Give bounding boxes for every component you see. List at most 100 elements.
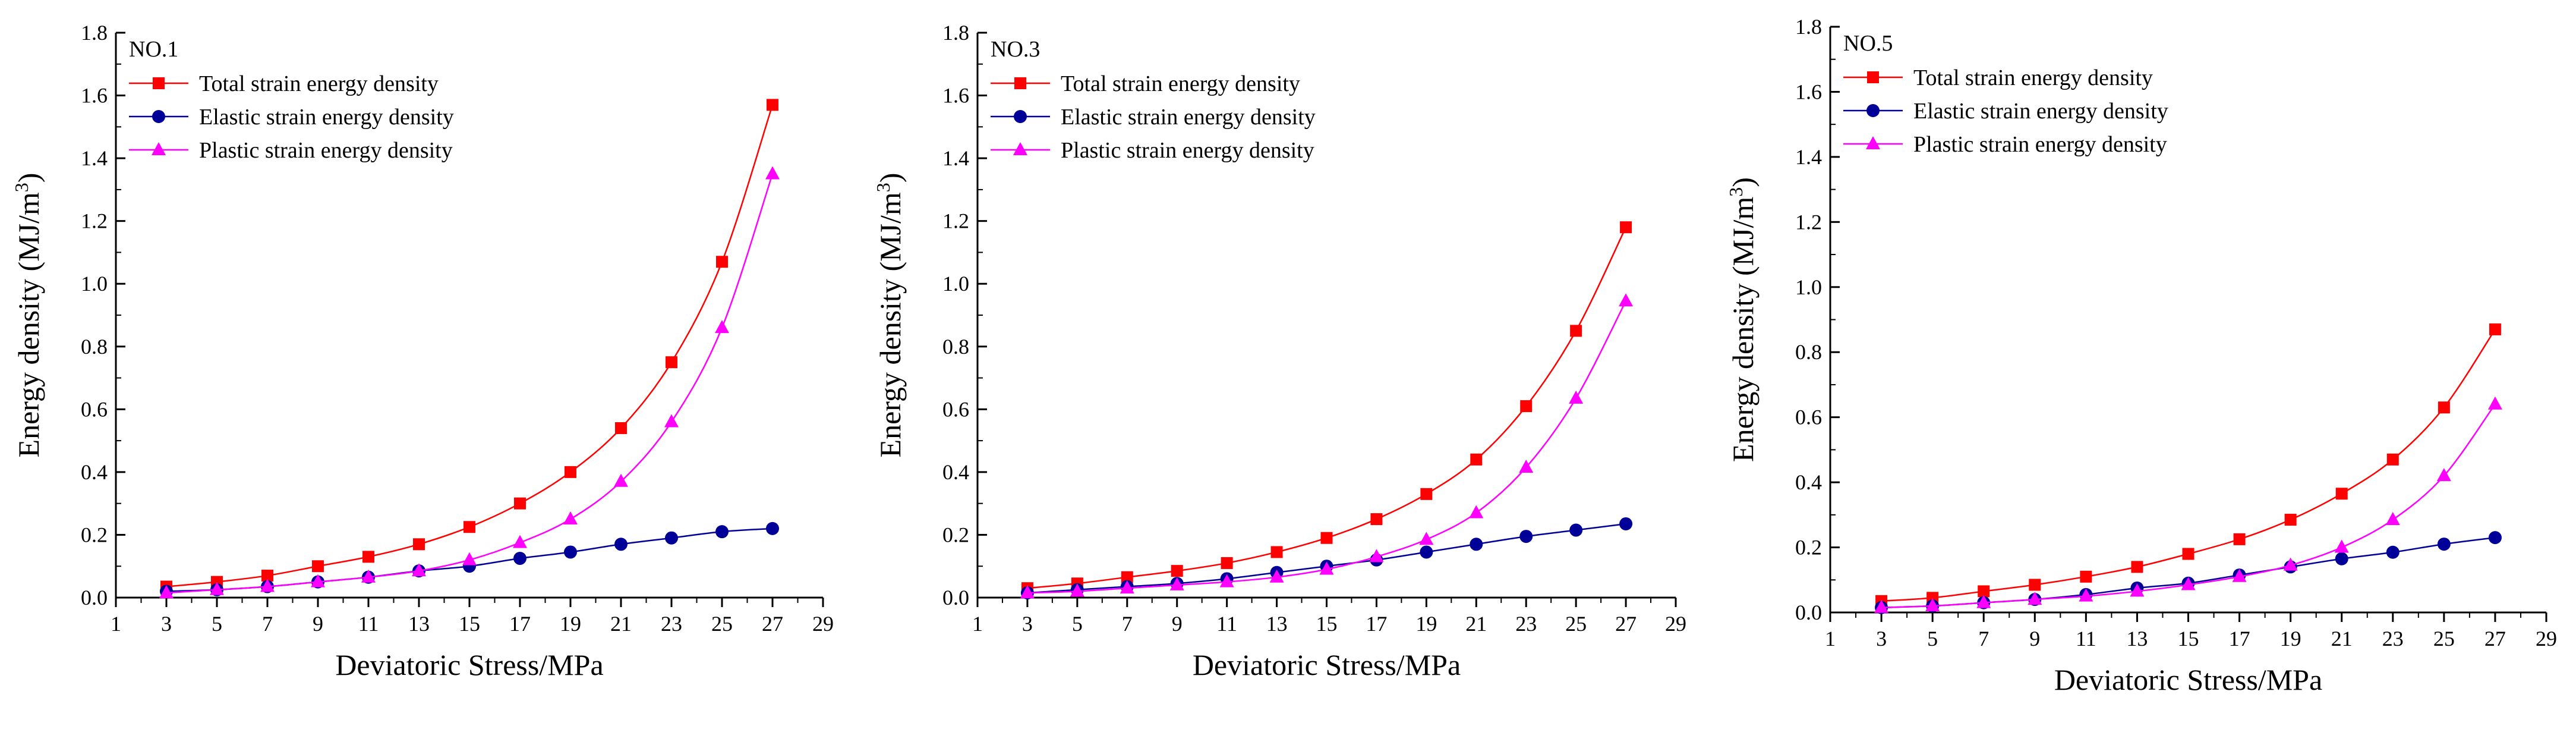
x-tick-label: 15	[459, 612, 480, 636]
legend-marker-elastic	[1866, 104, 1880, 117]
series-line-plastic	[166, 174, 774, 594]
data-point-total	[716, 256, 728, 268]
data-point-plastic	[1569, 390, 1584, 404]
data-point-plastic	[715, 320, 729, 334]
data-point-total	[2080, 570, 2092, 583]
x-tick-label: 27	[1615, 612, 1637, 636]
series-total	[1875, 323, 2501, 607]
data-point-total	[261, 570, 273, 582]
legend-marker-elastic	[152, 110, 165, 123]
x-tick-label: 11	[2076, 627, 2096, 651]
data-point-plastic	[159, 585, 174, 599]
x-tick-label: 7	[262, 612, 273, 636]
data-point-plastic	[2334, 539, 2349, 553]
y-tick-label: 1.2	[1795, 210, 1822, 234]
data-point-elastic	[715, 525, 729, 539]
series-elastic	[1875, 531, 2502, 614]
data-point-plastic	[412, 563, 426, 577]
y-tick-label: 1.8	[1795, 15, 1822, 39]
y-tick-label: 0.2	[942, 523, 969, 546]
data-point-plastic	[1874, 599, 1889, 613]
legend-label-elastic: Elastic strain energy density	[1913, 99, 2168, 124]
y-tick-label: 0.6	[942, 397, 969, 421]
x-tick-label: 25	[2433, 627, 2455, 651]
x-tick-label: 15	[2178, 627, 2199, 651]
legend-marker-total	[1014, 77, 1026, 89]
y-tick-label: 0.8	[942, 335, 969, 359]
x-axis-title: Deviatoric Stress/MPa	[335, 648, 603, 681]
data-point-total	[565, 466, 576, 478]
data-point-total	[1171, 565, 1183, 577]
x-tick-label: 13	[408, 612, 430, 636]
series-line-total	[166, 105, 774, 587]
series-plastic	[1020, 293, 1634, 599]
legend-label-elastic: Elastic strain energy density	[1061, 105, 1316, 130]
y-tick-label: 1.8	[942, 21, 969, 45]
legend-marker-plastic	[1013, 142, 1027, 155]
y-axis-title: Energy density (MJ/m3)	[1725, 177, 1760, 462]
legend-marker-total	[153, 77, 165, 89]
data-point-total	[2029, 579, 2041, 591]
legend-label-total: Total strain energy density	[199, 71, 439, 96]
data-point-total	[2284, 514, 2297, 526]
data-point-plastic	[1219, 574, 1234, 587]
y-tick-label: 0.2	[1795, 536, 1822, 560]
legend-label-plastic: Plastic strain energy density	[1913, 132, 2167, 157]
data-point-plastic	[1925, 598, 1940, 612]
legend-marker-elastic	[1014, 110, 1027, 123]
data-point-plastic	[2385, 512, 2400, 526]
x-tick-label: 19	[1415, 612, 1437, 636]
data-point-elastic	[1619, 517, 1633, 530]
y-tick-label: 0.8	[81, 335, 108, 359]
legend-label-plastic: Plastic strain energy density	[1061, 138, 1314, 163]
chart-panel-3: 0.00.20.40.60.81.01.21.41.61.81 3 5 7 9 11 13 1…	[1725, 15, 2557, 696]
data-point-elastic	[2437, 538, 2451, 551]
data-point-plastic	[2079, 588, 2093, 602]
series-plastic	[1874, 396, 2502, 613]
x-tick-label: 29	[812, 612, 834, 636]
y-axis-title-superscript: 3	[11, 183, 32, 192]
chart-panel-1: 0.00.20.40.60.81.01.21.41.61.81 3 5 7 9 11 13 1…	[11, 21, 834, 681]
x-tick-label: 3	[1876, 627, 1887, 651]
x-tick-label: 5	[1072, 612, 1083, 636]
x-tick-label: 25	[1565, 612, 1587, 636]
data-point-elastic	[1470, 538, 1483, 551]
data-point-total	[1221, 557, 1233, 569]
y-tick-label: 1.8	[81, 21, 108, 45]
data-point-plastic	[664, 414, 679, 428]
legend-marker-plastic	[152, 142, 166, 155]
data-point-total	[1370, 513, 1383, 526]
x-tick-label: 13	[2126, 627, 2148, 651]
y-tick-label: 1.4	[81, 146, 108, 170]
y-axis-title-close: )	[12, 173, 45, 183]
data-point-total	[1978, 585, 1990, 598]
y-axis-title-main: Energy density (MJ/m	[874, 192, 907, 457]
legend-label-plastic: Plastic strain energy density	[199, 138, 453, 163]
series-total	[1021, 221, 1632, 595]
y-axis-title-superscript: 3	[872, 183, 894, 192]
data-point-plastic	[1976, 595, 1991, 608]
data-point-elastic	[766, 521, 779, 535]
y-tick-label: 0.8	[1795, 340, 1822, 364]
y-tick-label: 1.0	[1795, 275, 1822, 299]
data-point-plastic	[462, 552, 477, 565]
x-tick-label: 3	[161, 612, 172, 636]
x-tick-label: 11	[358, 612, 379, 636]
data-point-elastic	[1569, 523, 1583, 537]
data-point-plastic	[1319, 561, 1334, 575]
data-point-plastic	[1619, 293, 1634, 307]
x-tick-label: 13	[1266, 612, 1288, 636]
x-tick-label: 29	[2536, 627, 2557, 651]
x-tick-label: 23	[2382, 627, 2404, 651]
series-plastic	[159, 166, 780, 599]
x-tick-label: 23	[1515, 612, 1537, 636]
panel-label: NO.1	[129, 37, 178, 62]
data-point-elastic	[665, 531, 678, 545]
series-line-total	[1881, 329, 2496, 602]
y-axis-title: Energy density (MJ/m3)	[872, 173, 907, 458]
data-point-plastic	[1070, 583, 1084, 597]
data-point-total	[1520, 400, 1533, 413]
x-tick-label: 1	[111, 612, 121, 636]
legend-label-total: Total strain energy density	[1061, 71, 1300, 96]
data-point-total	[2233, 533, 2246, 545]
